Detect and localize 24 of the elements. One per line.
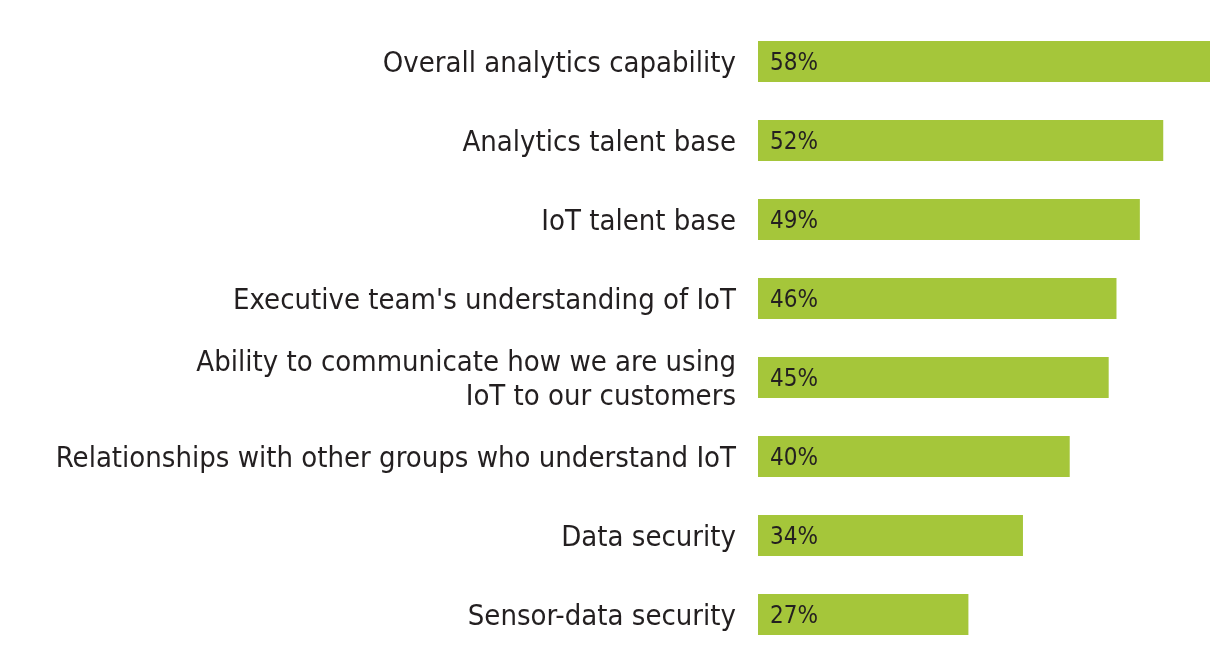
bar [758,593,969,635]
bar [758,435,1070,477]
bar [758,277,1117,319]
data-label: 27% [770,600,818,629]
data-label: 52% [770,126,818,155]
bar [758,356,1109,398]
data-label: 46% [770,284,818,313]
bar [758,40,1210,82]
y-tick-label: Sensor-data security [467,597,736,632]
data-label: 34% [770,521,818,550]
y-tick-label: Ability to communicate how we are using IoT to our customers [196,343,736,412]
y-tick-label: Data security [561,518,736,553]
y-tick-label: Overall analytics capability [382,44,736,79]
y-tick-label: Relationships with other groups who understand IoT [55,439,738,474]
data-label: 45% [770,363,818,392]
data-label: 49% [770,205,818,234]
bar [758,198,1140,240]
y-tick-label: IoT talent base [541,202,736,237]
y-tick-label: Executive team's understanding of IoT [233,281,738,316]
y-tick-label: Analytics talent base [462,123,736,158]
bar [758,119,1164,161]
data-label: 40% [770,442,818,471]
bar [758,514,1023,556]
data-label: 58% [770,47,818,76]
